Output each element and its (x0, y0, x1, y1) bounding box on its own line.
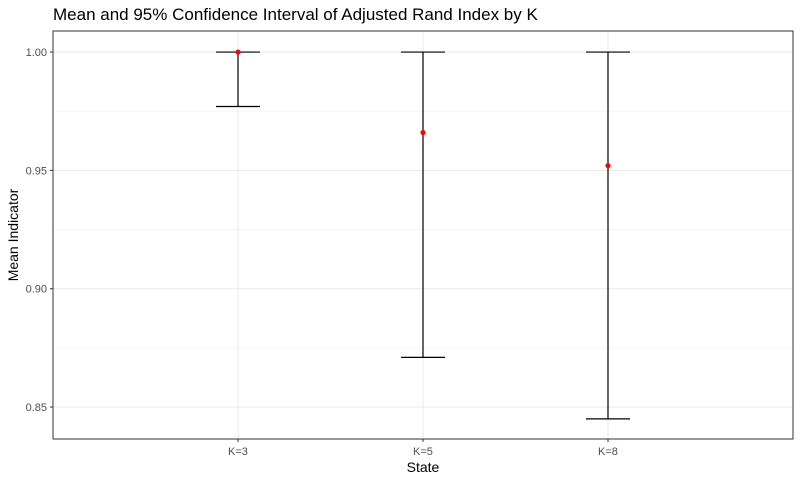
x-tick-label: K=3 (228, 446, 248, 458)
mean-point (235, 49, 241, 55)
chart-title: Mean and 95% Confidence Interval of Adju… (53, 5, 538, 24)
y-tick-label: 0.85 (26, 402, 47, 414)
x-tick-label: K=5 (413, 446, 433, 458)
mean-point (420, 129, 426, 136)
error-bars (216, 51, 630, 420)
y-tick-label: 0.95 (26, 165, 47, 177)
mean-points (235, 49, 611, 169)
x-tick-label: K=8 (598, 446, 618, 458)
x-axis-title: State (407, 459, 440, 475)
y-axis-title: Mean Indicator (5, 188, 21, 281)
y-tick-label: 0.90 (26, 284, 47, 296)
y-tick-label: 1.00 (26, 47, 47, 59)
axes: 0.85 0.90 0.95 1.00 K=3 K=5 K=8 (26, 47, 618, 458)
mean-point (605, 163, 611, 169)
